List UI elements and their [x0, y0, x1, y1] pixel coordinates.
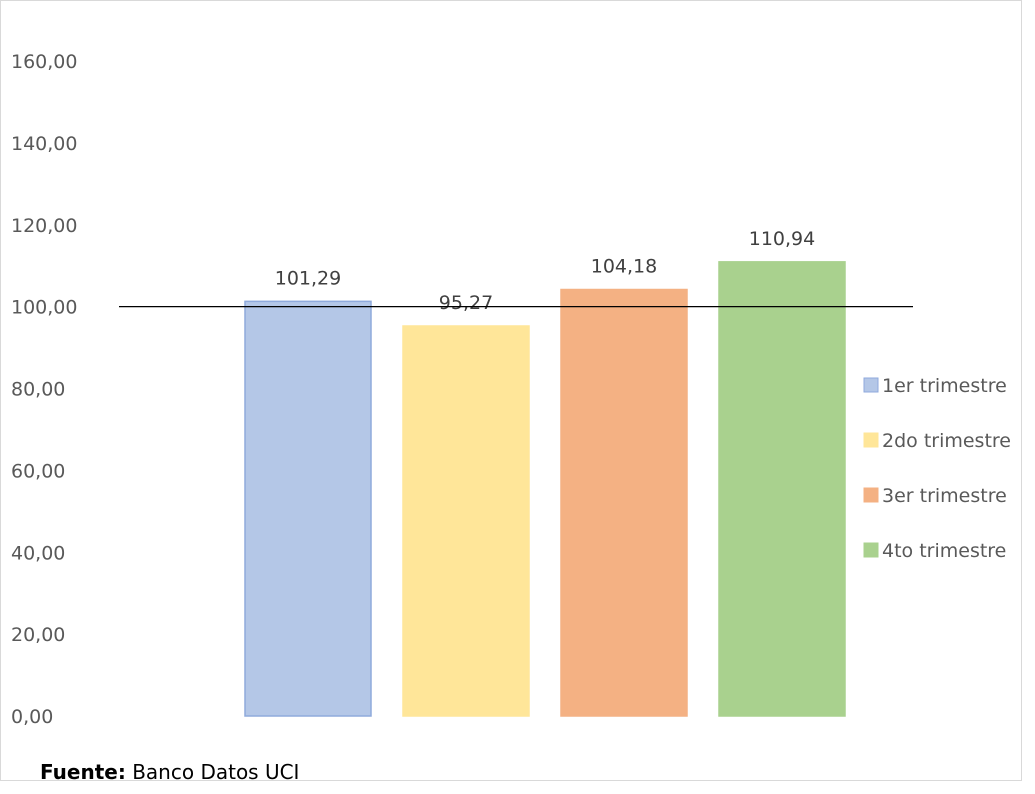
legend-swatch-3	[863, 487, 879, 503]
legend-swatch-2	[863, 432, 879, 448]
data-label: 110,94	[749, 228, 815, 250]
y-tick-label: 20,00	[11, 624, 65, 646]
y-tick-label: 120,00	[11, 215, 77, 237]
data-label: 101,29	[275, 267, 341, 289]
legend-label: 4to trimestre	[882, 540, 1006, 562]
y-tick-label: 100,00	[11, 297, 77, 319]
data-label: 104,18	[591, 256, 657, 278]
legend-label: 1er trimestre	[882, 375, 1007, 397]
source-text: Banco Datos UCI	[125, 760, 300, 784]
y-tick-label: 60,00	[11, 460, 65, 482]
data-labels-group: 101,29 95,27 104,18 110,94	[275, 228, 815, 314]
legend-swatch-1	[863, 377, 879, 393]
bar-4	[718, 261, 846, 717]
data-label: 95,27	[439, 292, 493, 314]
legend-label: 2do trimestre	[882, 430, 1011, 452]
bars-group	[244, 261, 846, 717]
y-tick-label: 0,00	[11, 706, 53, 728]
legend-label: 3er trimestre	[882, 485, 1007, 507]
bar-3	[560, 288, 688, 717]
y-axis: 0,00 20,00 40,00 60,00 80,00 100,00 120,00 140,…	[11, 51, 77, 728]
legend: 1er trimestre 2do trimestre 3er trimestre 4…	[863, 375, 1011, 562]
source-label: Fuente:	[40, 760, 126, 784]
y-tick-label: 40,00	[11, 542, 65, 564]
legend-swatch-4	[863, 542, 879, 558]
source-note: Fuente: Banco Datos UCI	[40, 760, 299, 784]
y-tick-label: 160,00	[11, 51, 77, 73]
bar-1	[244, 300, 372, 717]
y-tick-label: 80,00	[11, 379, 65, 401]
bar-2	[402, 325, 530, 717]
y-tick-label: 140,00	[11, 133, 77, 155]
